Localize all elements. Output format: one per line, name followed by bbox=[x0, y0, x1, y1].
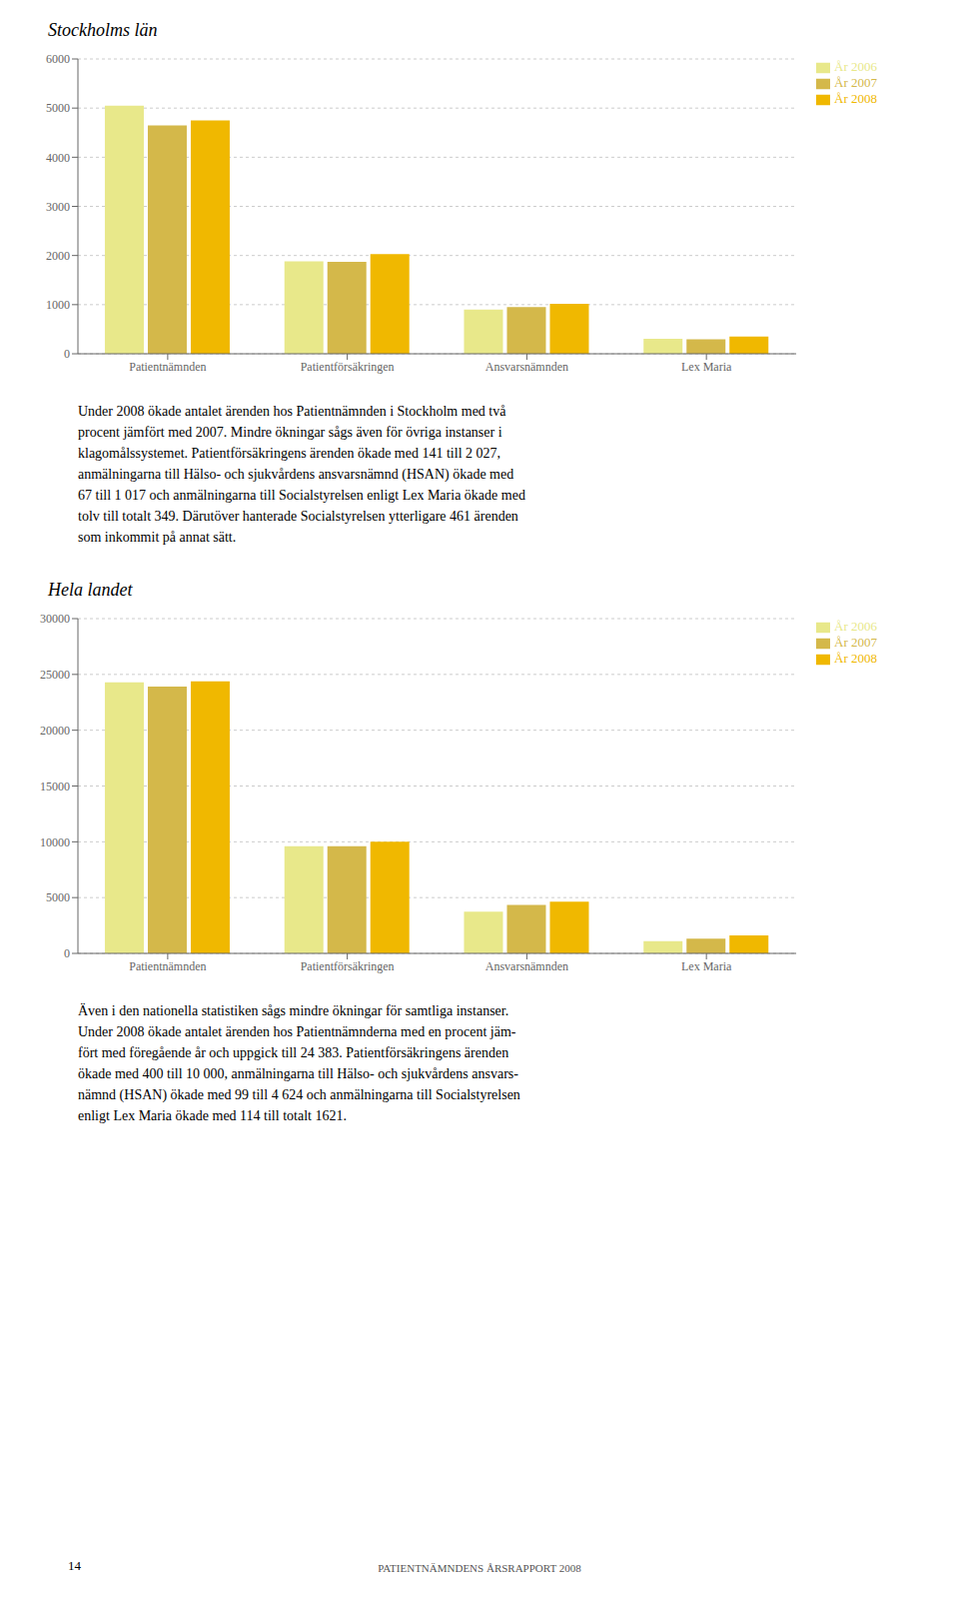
svg-text:6000: 6000 bbox=[45, 51, 70, 66]
html-text:14: 14 bbox=[67, 1557, 81, 1573]
svg-text:Ansvarsnämnden: Ansvarsnämnden bbox=[485, 959, 569, 973]
svg-text:10000: 10000 bbox=[39, 835, 70, 850]
svg-text:5000: 5000 bbox=[45, 890, 70, 905]
svg-text:Patientförsäkringen: Patientförsäkringen bbox=[300, 359, 395, 374]
svg-text:Lex Maria: Lex Maria bbox=[681, 359, 733, 374]
html-text:Stockholms län: Stockholms län bbox=[47, 19, 158, 40]
svg-text:Patientnämnden: Patientnämnden bbox=[128, 959, 206, 973]
svg-text:0: 0 bbox=[63, 346, 70, 361]
svg-text:Patientnämnden: Patientnämnden bbox=[128, 359, 206, 374]
svg-text:4000: 4000 bbox=[45, 150, 70, 165]
svg-text:2000: 2000 bbox=[45, 248, 70, 263]
svg-text:Patientförsäkringen: Patientförsäkringen bbox=[300, 959, 395, 973]
html-text:År 2007: År 2007 bbox=[834, 74, 878, 90]
html-text:År 2008: År 2008 bbox=[834, 90, 878, 106]
html-text:År 2006: År 2006 bbox=[834, 58, 878, 74]
html-text:År 2008: År 2008 bbox=[834, 650, 878, 666]
html-text:Hela landet: Hela landet bbox=[47, 579, 133, 600]
svg-text:0: 0 bbox=[63, 946, 70, 960]
svg-text:30000: 30000 bbox=[39, 611, 70, 626]
html-text:År 2007: År 2007 bbox=[834, 634, 878, 650]
svg-text:Lex Maria: Lex Maria bbox=[681, 959, 733, 973]
svg-text:1000: 1000 bbox=[45, 297, 70, 312]
html-text:PATIENTNÄMNDENS ÅRSRAPPORT 20: PATIENTNÄMNDENS ÅRSRAPPORT 2008 bbox=[377, 1561, 582, 1574]
svg-text:5000: 5000 bbox=[45, 100, 70, 115]
html-text:År 2006: År 2006 bbox=[834, 618, 878, 634]
svg-text:3000: 3000 bbox=[45, 199, 70, 214]
svg-text:Ansvarsnämnden: Ansvarsnämnden bbox=[485, 359, 569, 374]
html-text:Även i den nationella statisti: Även i den nationella statistiken sågs m… bbox=[77, 1002, 521, 1123]
svg-text:25000: 25000 bbox=[39, 667, 70, 682]
html-text:Under 2008 ökade antalet ärend: Under 2008 ökade antalet ärenden hos Pat… bbox=[77, 403, 526, 545]
svg-text:20000: 20000 bbox=[39, 723, 70, 738]
svg-text:15000: 15000 bbox=[39, 779, 70, 794]
